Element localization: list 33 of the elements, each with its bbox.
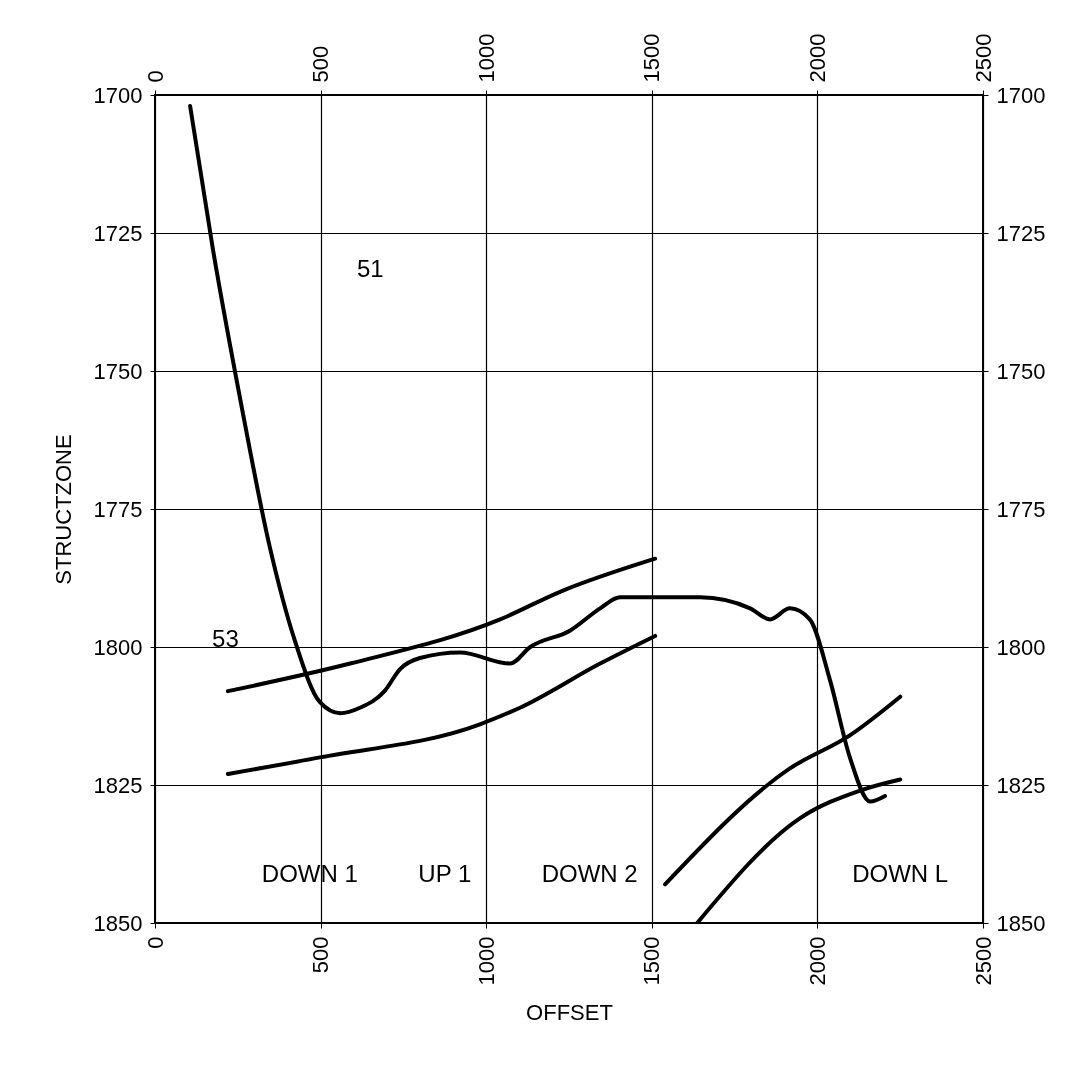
x2-tick-label: 0 xyxy=(142,70,168,83)
x-axis-title: OFFSET xyxy=(526,1000,613,1026)
y2-tick-label: 1750 xyxy=(996,358,1046,384)
annotation: 53 xyxy=(212,624,239,652)
x-tick-label: 1000 xyxy=(473,936,499,986)
annotation: DOWN L xyxy=(852,859,949,887)
x2-tick-label: 500 xyxy=(308,45,334,83)
x2-tick-label: 2500 xyxy=(970,33,996,83)
y2-tick-label: 1850 xyxy=(996,910,1046,936)
x2-tick-label: 2000 xyxy=(804,33,830,83)
y-tick-label: 1850 xyxy=(93,910,143,936)
annotation: 51 xyxy=(356,254,384,282)
y-tick-label: 1700 xyxy=(93,82,143,108)
x-tick-label: 0 xyxy=(142,936,168,949)
x-tick-label: 500 xyxy=(308,936,334,974)
y-axis-title: STRUCTZONE xyxy=(50,434,76,585)
x-tick-label: 2000 xyxy=(804,936,830,986)
y-tick-label: 1800 xyxy=(93,634,143,660)
y2-tick-label: 1800 xyxy=(996,634,1046,660)
annotation: UP 1 xyxy=(418,859,472,887)
y-tick-label: 1775 xyxy=(93,496,143,522)
annotation: DOWN 2 xyxy=(541,859,638,887)
y2-tick-label: 1725 xyxy=(996,220,1046,246)
y2-tick-label: 1700 xyxy=(996,82,1046,108)
x-tick-label: 1500 xyxy=(639,936,665,986)
y2-tick-label: 1825 xyxy=(996,772,1046,798)
y-tick-label: 1725 xyxy=(93,220,143,246)
y-tick-label: 1825 xyxy=(93,772,143,798)
y2-tick-label: 1775 xyxy=(996,496,1046,522)
x2-tick-label: 1500 xyxy=(639,33,665,83)
y-tick-label: 1750 xyxy=(93,358,143,384)
x2-tick-label: 1000 xyxy=(473,33,499,83)
x-tick-label: 2500 xyxy=(970,936,996,986)
